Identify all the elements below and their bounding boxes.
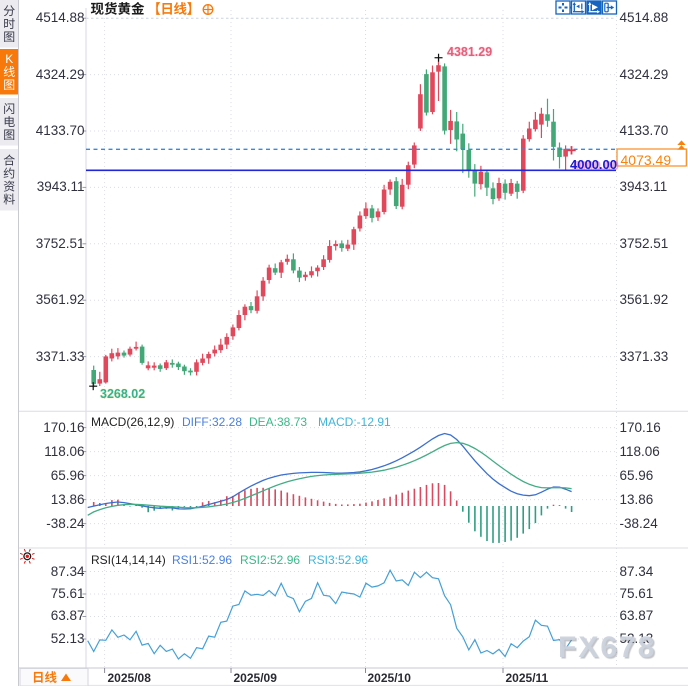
svg-text:K: K [5,52,13,66]
